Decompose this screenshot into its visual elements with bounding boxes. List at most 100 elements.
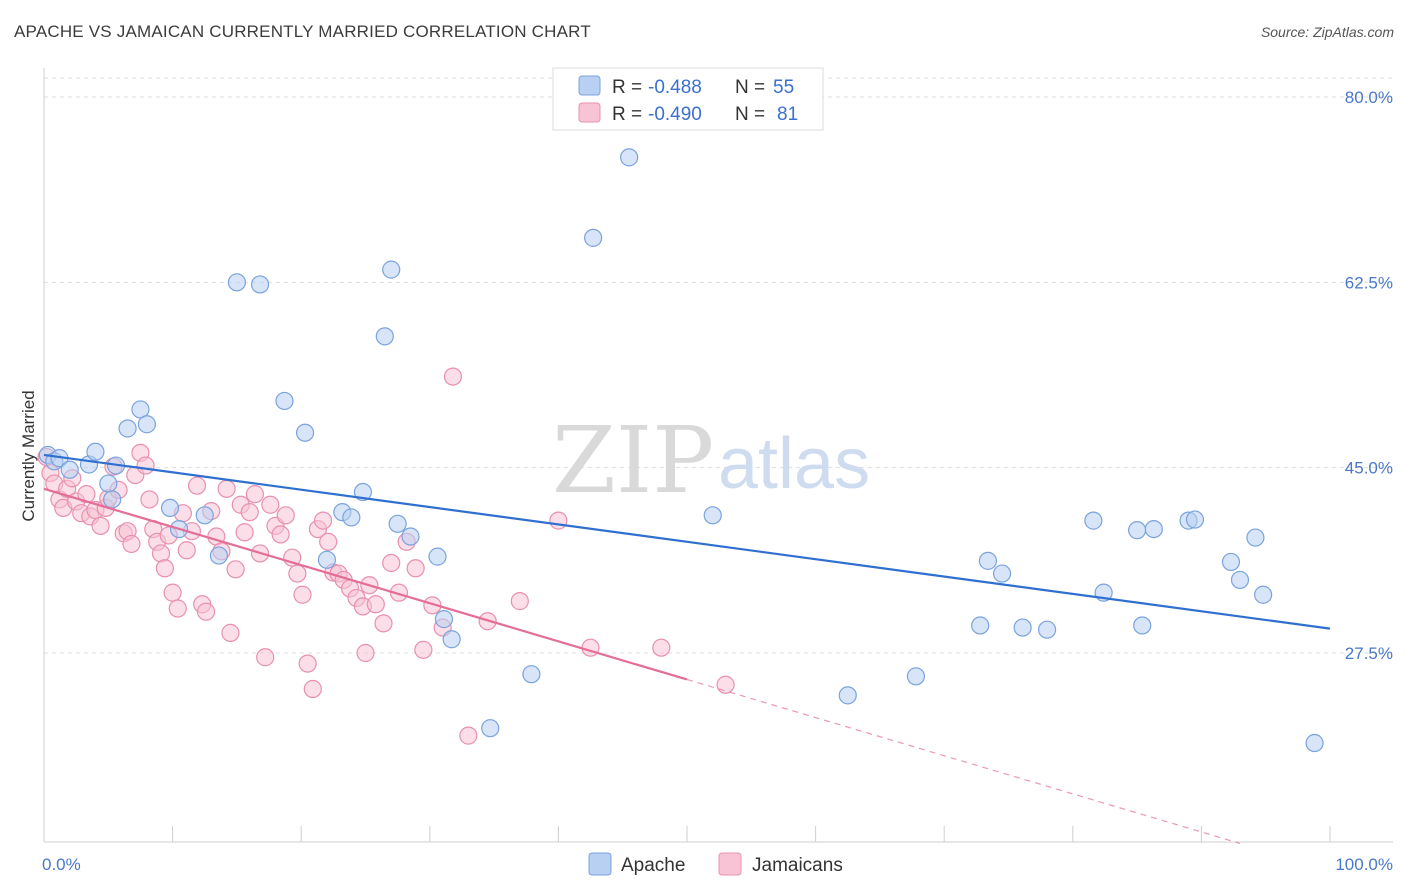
y-tick-label-0: 27.5% <box>1345 644 1393 663</box>
jamaicans-point-84 <box>716 675 735 694</box>
apache-point-46 <box>1133 616 1152 635</box>
apache-point-41 <box>1013 618 1032 637</box>
apache-point-14 <box>195 506 214 525</box>
apache-point-27 <box>401 527 420 546</box>
apache-point-47 <box>1144 519 1163 539</box>
jamaicans-point-85 <box>356 643 375 663</box>
legend-r-label-apache: R = <box>612 77 642 98</box>
bottom-legend-swatch-jamaicans <box>718 852 742 876</box>
apache-point-45 <box>1127 521 1147 540</box>
jamaicans-point-69 <box>374 614 393 633</box>
jamaicans-point-40 <box>217 479 236 498</box>
jamaicans-point-68 <box>366 595 385 614</box>
y-tick-label-3: 80.0% <box>1345 88 1393 107</box>
jamaicans-point-56 <box>298 654 317 673</box>
legend-r-label-jamaicans: R = <box>612 104 642 125</box>
grid-lines <box>44 77 1393 654</box>
legend-r-value-apache: -0.488 <box>648 77 702 98</box>
jamaicans-trend-extension <box>686 678 1241 844</box>
apache-point-32 <box>522 665 541 684</box>
trend-lines <box>43 453 1331 844</box>
apache-point-17 <box>250 275 270 294</box>
apache-point-38 <box>971 616 990 635</box>
y-tick-labels: 27.5% 45.0% 62.5% 80.0% <box>1345 88 1393 663</box>
legend-n-label-apache: N = <box>735 77 765 98</box>
source-credit: Source: ZipAtlas.com <box>1260 24 1394 40</box>
jamaicans-point-52 <box>276 506 295 525</box>
jamaicans-point-55 <box>293 585 312 604</box>
apache-trend-line <box>43 453 1331 630</box>
watermark-atlas: atlas <box>718 424 870 504</box>
apache-point-18 <box>275 391 294 411</box>
bottom-legend-swatch-apache <box>588 852 612 876</box>
apache-point-3 <box>60 460 79 479</box>
apache-point-26 <box>388 514 407 533</box>
apache-point-30 <box>442 630 461 649</box>
apache-point-53 <box>1254 585 1273 604</box>
apache-point-19 <box>295 423 315 442</box>
jamaicans-point-12 <box>91 516 110 536</box>
chart-title: APACHE VS JAMAICAN CURRENTLY MARRIED COR… <box>14 22 591 41</box>
jamaicans-point-81 <box>549 511 568 530</box>
jamaicans-point-30 <box>168 599 187 618</box>
legend-r-value-jamaicans: -0.490 <box>648 104 702 125</box>
x-tick-marks <box>172 826 1331 842</box>
jamaicans-point-70 <box>382 553 401 573</box>
apache-point-25 <box>382 260 401 279</box>
jamaicans-point-29 <box>163 583 182 602</box>
legend-swatch-apache <box>578 75 601 96</box>
jamaicans-point-9 <box>77 485 96 504</box>
apache-point-51 <box>1230 570 1250 590</box>
bottom-legend-label-jamaicans: Jamaicans <box>752 855 843 876</box>
legend-n-value-jamaicans: 81 <box>777 104 798 125</box>
jamaicans-point-23 <box>140 490 159 509</box>
apache-point-24 <box>375 327 394 346</box>
apache-point-12 <box>160 498 180 518</box>
jamaicans-point-44 <box>235 523 254 542</box>
apache-point-29 <box>434 610 454 629</box>
apache-point-34 <box>620 148 639 167</box>
apache-point-6 <box>99 474 118 493</box>
jamaicans-trend-line <box>43 487 688 681</box>
jamaicans-point-75 <box>423 596 442 615</box>
apache-point-16 <box>227 273 246 292</box>
apache-point-20 <box>317 550 337 569</box>
apache-point-33 <box>584 228 603 247</box>
apache-point-35 <box>703 506 722 525</box>
jamaicans-point-32 <box>177 541 196 560</box>
jamaicans-point-73 <box>406 559 425 578</box>
apache-point-36 <box>838 686 857 705</box>
jamaicans-point-36 <box>196 602 216 621</box>
jamaicans-point-57 <box>303 679 322 699</box>
jamaicans-point-74 <box>414 640 433 659</box>
apache-point-5 <box>86 442 105 461</box>
legend-n-value-apache: 55 <box>773 77 794 98</box>
apache-point-49 <box>1185 510 1205 529</box>
jamaicans-point-19 <box>122 534 141 554</box>
jamaicans-point-59 <box>313 511 333 530</box>
x-tick-label-min: 0.0% <box>42 855 81 874</box>
apache-point-11 <box>137 415 156 434</box>
jamaicans-point-77 <box>443 367 463 386</box>
jamaicans-points <box>37 367 735 745</box>
legend-n-label-jamaicans: N = <box>735 104 765 125</box>
jamaicans-point-46 <box>245 485 265 504</box>
jamaicans-point-34 <box>187 476 207 495</box>
apache-point-7 <box>103 490 122 509</box>
apache-point-39 <box>978 551 998 570</box>
y-tick-label-1: 45.0% <box>1345 459 1393 478</box>
jamaicans-point-51 <box>271 525 290 544</box>
apache-point-43 <box>1084 511 1103 530</box>
y-tick-label-2: 62.5% <box>1345 273 1393 292</box>
jamaicans-point-78 <box>459 726 478 745</box>
jamaicans-point-22 <box>136 456 155 475</box>
legend-swatch-jamaicans <box>578 102 601 123</box>
jamaicans-point-42 <box>226 560 245 579</box>
apache-point-15 <box>209 546 228 565</box>
x-tick-label-max: 100.0% <box>1335 855 1393 874</box>
jamaicans-point-80 <box>510 592 529 611</box>
jamaicans-point-27 <box>155 559 174 578</box>
apache-point-50 <box>1221 552 1241 572</box>
jamaicans-point-26 <box>151 544 171 563</box>
